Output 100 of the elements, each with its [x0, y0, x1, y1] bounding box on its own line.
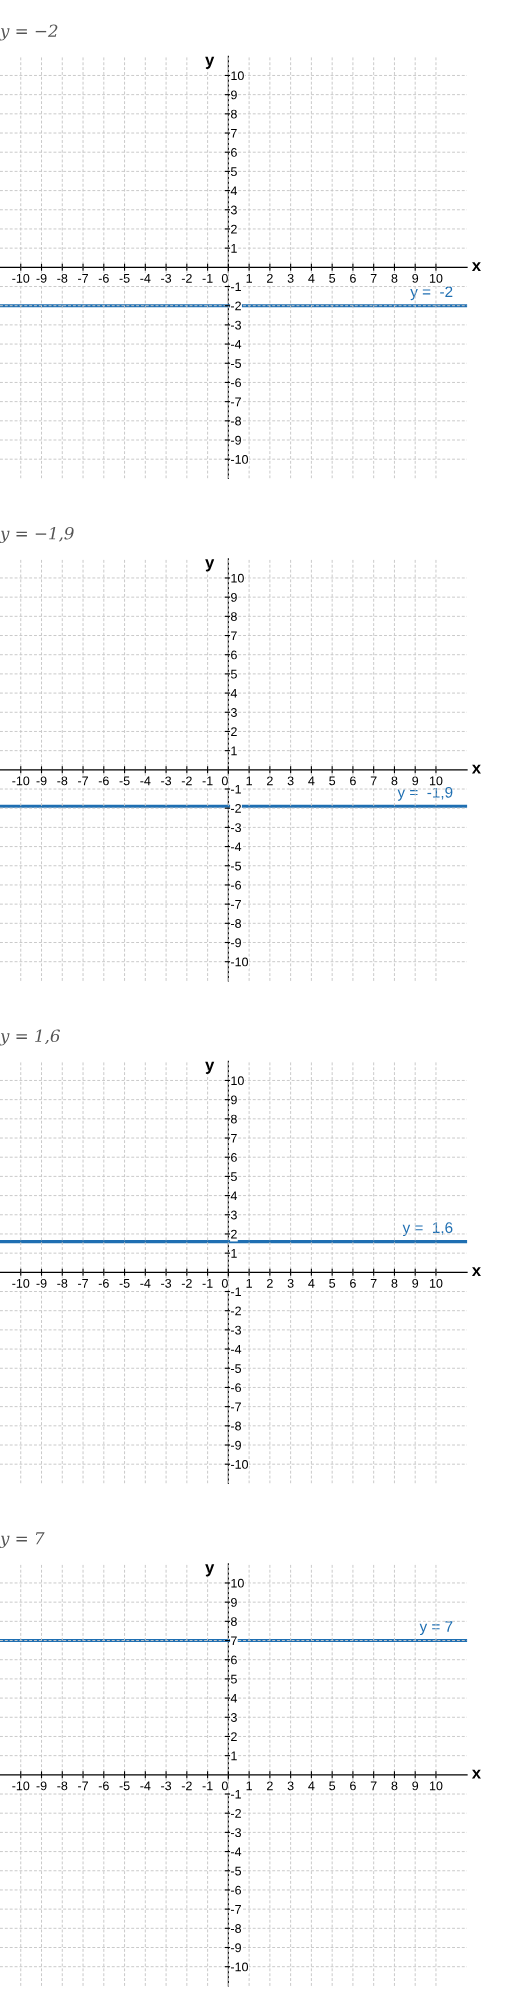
- y-tick-label: 8: [230, 1114, 237, 1124]
- x-tick-label: 9: [412, 1278, 419, 1288]
- y-tick-label: -4: [231, 1345, 242, 1354]
- y-tick-label: -3: [231, 1325, 242, 1335]
- y-tick-label: 4: [230, 1191, 238, 1201]
- y-tick-label: -1: [231, 282, 241, 292]
- x-tick-label: 10: [429, 776, 443, 786]
- x-tick-label: 10: [429, 1781, 443, 1791]
- x-tick-label: 2: [267, 273, 273, 283]
- y-tick-label: 7: [231, 1133, 237, 1143]
- x-tick-label: -5: [119, 1279, 130, 1288]
- y-axis-title: y: [205, 559, 215, 572]
- x-tick-label: -9: [36, 776, 47, 786]
- x-tick-label: -9: [36, 1278, 47, 1288]
- x-tick-label: 0: [221, 776, 228, 786]
- x-tick-label: 3: [287, 273, 294, 283]
- y-tick-label: -9: [231, 435, 241, 445]
- y-tick-label: -6: [231, 880, 242, 890]
- y-axis-title: y: [205, 1061, 215, 1074]
- x-tick-label: 2: [267, 1781, 273, 1791]
- y-tick-label: 10: [231, 1076, 244, 1086]
- x-tick-label: -1: [202, 776, 213, 786]
- x-tick-label: 9: [412, 1781, 419, 1791]
- x-tick-label: -8: [57, 273, 68, 283]
- x-tick-label: -8: [57, 776, 68, 786]
- x-tick-label: -6: [98, 1781, 109, 1791]
- y-tick-label: -2: [231, 1809, 241, 1818]
- chart-title: y = 1,6: [0, 1029, 60, 1046]
- x-tick-label: -3: [161, 273, 172, 283]
- x-tick-label: 3: [287, 1781, 294, 1791]
- y-tick-label: 9: [231, 90, 237, 100]
- y-tick-label: -10: [231, 1459, 249, 1469]
- y-tick-label: 1: [231, 1249, 237, 1258]
- y-tick-label: 3: [230, 1713, 237, 1722]
- y-tick-label: 6: [231, 650, 237, 660]
- y-tick-label: -3: [231, 823, 242, 833]
- y-tick-label: -1: [231, 1287, 241, 1297]
- y-axis-title: y: [205, 1564, 215, 1577]
- y-tick-label: -2: [231, 1306, 241, 1316]
- y-tick-label: -7: [231, 900, 241, 909]
- x-tick-label: 7: [370, 776, 377, 786]
- y-tick-label: -6: [231, 1383, 242, 1393]
- y-tick-label: -7: [231, 1905, 241, 1914]
- y-tick-label: -9: [231, 1943, 241, 1953]
- x-tick-label: -7: [78, 1279, 88, 1288]
- x-tick-label: -1: [202, 1781, 213, 1791]
- x-axis-title: x: [471, 262, 481, 271]
- x-tick-label: -2: [181, 273, 192, 283]
- chart-title: y = −1,9: [0, 526, 74, 544]
- x-tick-label: -7: [78, 1781, 88, 1791]
- x-tick-label: -5: [119, 274, 130, 283]
- y-tick-label: -4: [231, 842, 242, 852]
- y-tick-label: -10: [231, 957, 249, 967]
- y-tick-label: 8: [230, 612, 237, 621]
- y-tick-label: 5: [230, 669, 237, 679]
- x-tick-label: -3: [161, 776, 172, 786]
- x-tick-label: 6: [350, 1278, 356, 1288]
- x-tick-label: 8: [391, 273, 398, 283]
- y-tick-label: 2: [231, 1732, 237, 1741]
- x-tick-label: -1: [202, 274, 213, 283]
- x-tick-label: 3: [287, 1278, 294, 1288]
- y-tick-label: 6: [231, 1655, 237, 1665]
- y-tick-label: -4: [231, 1847, 242, 1857]
- y-tick-label: 10: [231, 573, 244, 583]
- y-tick-label: 7: [231, 1636, 237, 1646]
- y-tick-label: 9: [231, 1597, 237, 1607]
- x-tick-label: 4: [308, 1279, 315, 1288]
- x-tick-label: -2: [181, 1781, 192, 1791]
- x-tick-label: 3: [287, 776, 294, 786]
- x-tick-label: -3: [161, 1278, 172, 1288]
- x-tick-label: -8: [57, 1781, 68, 1791]
- y-tick-label: -5: [231, 1866, 242, 1876]
- ref-line-label: y = -1,9: [397, 786, 453, 801]
- x-tick-label: 2: [267, 776, 273, 786]
- y-tick-label: -9: [231, 938, 241, 948]
- x-tick-label: -10: [12, 1278, 30, 1288]
- x-tick-label: 9: [412, 273, 419, 283]
- y-tick-label: -8: [231, 1421, 242, 1431]
- y-axis-title: y: [205, 56, 215, 69]
- x-tick-label: -4: [140, 1279, 151, 1288]
- x-tick-label: -10: [12, 273, 30, 283]
- y-tick-label: 10: [231, 1578, 244, 1588]
- x-axis-title: x: [471, 764, 481, 774]
- y-tick-label: 5: [230, 167, 237, 177]
- x-tick-label: 4: [308, 1781, 315, 1791]
- y-tick-label: 3: [230, 708, 237, 717]
- y-tick-label: -3: [231, 1828, 242, 1838]
- x-tick-label: -2: [181, 1278, 192, 1288]
- x-tick-label: -5: [119, 1781, 130, 1791]
- y-tick-label: 10: [231, 71, 244, 81]
- x-tick-label: 0: [221, 1278, 228, 1288]
- x-tick-label: 4: [308, 274, 315, 283]
- y-tick-label: 2: [231, 727, 237, 736]
- y-tick-label: -2: [231, 804, 241, 813]
- y-tick-label: -7: [231, 397, 241, 407]
- y-tick-label: 3: [230, 1210, 237, 1220]
- y-tick-label: -5: [231, 861, 242, 871]
- x-tick-label: 8: [391, 1781, 398, 1791]
- x-tick-label: -10: [12, 1781, 30, 1791]
- x-tick-label: -9: [36, 273, 47, 283]
